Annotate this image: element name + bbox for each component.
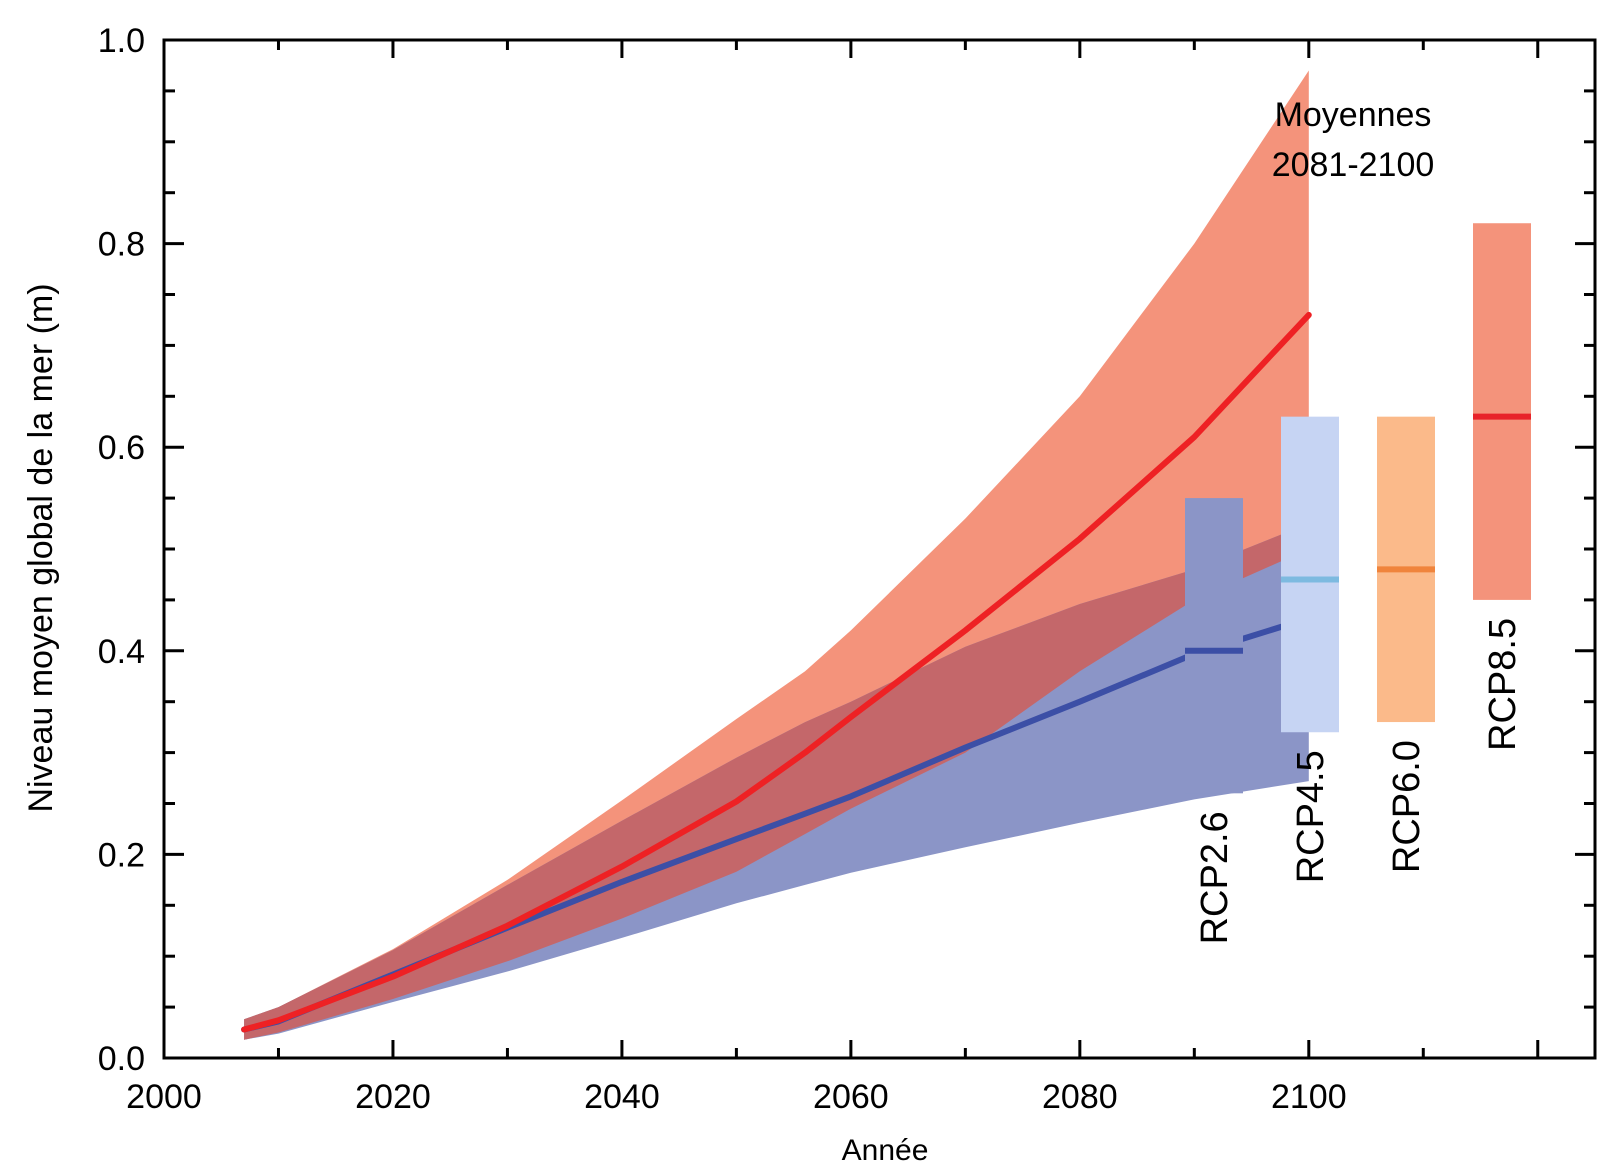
annotation-line-1: Moyennes — [1275, 96, 1432, 134]
rcp26-mean-bar — [1185, 498, 1243, 794]
rcp26-label: RCP2.6 — [1194, 811, 1236, 944]
rcp85-band — [244, 70, 1309, 1040]
x-tick-label: 2020 — [355, 1078, 431, 1116]
rcp45-mean-bar — [1281, 416, 1339, 733]
y-tick-label: 0.6 — [98, 429, 145, 467]
overlap-band — [244, 523, 1309, 1040]
x-tick-label: 2040 — [584, 1078, 660, 1116]
x-tick-label: 2100 — [1271, 1078, 1347, 1116]
x-tick-label: 2000 — [126, 1078, 202, 1116]
annotation-line-2: 2081-2100 — [1272, 146, 1435, 184]
rcp85-median-line — [241, 311, 1312, 1033]
y-axis-label: Niveau moyen global de la mer (m) — [22, 283, 60, 812]
y-tick-label: 0.4 — [98, 633, 145, 671]
y-tick-label: 0.0 — [98, 1040, 145, 1078]
axis-ticks — [162, 38, 1595, 1060]
rcp85-label: RCP8.5 — [1482, 618, 1524, 751]
y-tick-labels: 0.0 0.2 0.4 0.6 0.8 1.0 — [98, 22, 145, 1078]
y-tick-label: 0.2 — [98, 836, 145, 874]
x-tick-label: 2060 — [813, 1078, 889, 1116]
rcp45-label: RCP4.5 — [1290, 750, 1332, 883]
x-axis-label: Année — [842, 1134, 929, 1167]
rcp85-mean-bar — [1473, 223, 1531, 600]
rcp60-label: RCP6.0 — [1386, 740, 1428, 873]
median-lines — [241, 311, 1312, 1033]
uncertainty-bands — [244, 70, 1309, 1040]
period-mean-bars: RCP2.6 RCP4.5 RCP6.0 RCP8.5 — [1185, 223, 1531, 944]
y-tick-label: 0.8 — [98, 226, 145, 264]
band-overlap-region — [244, 523, 1309, 1040]
x-tick-labels: 2000 2020 2040 2060 2080 2100 — [126, 1078, 1346, 1116]
x-tick-label: 2080 — [1042, 1078, 1118, 1116]
y-tick-label: 1.0 — [98, 22, 145, 60]
